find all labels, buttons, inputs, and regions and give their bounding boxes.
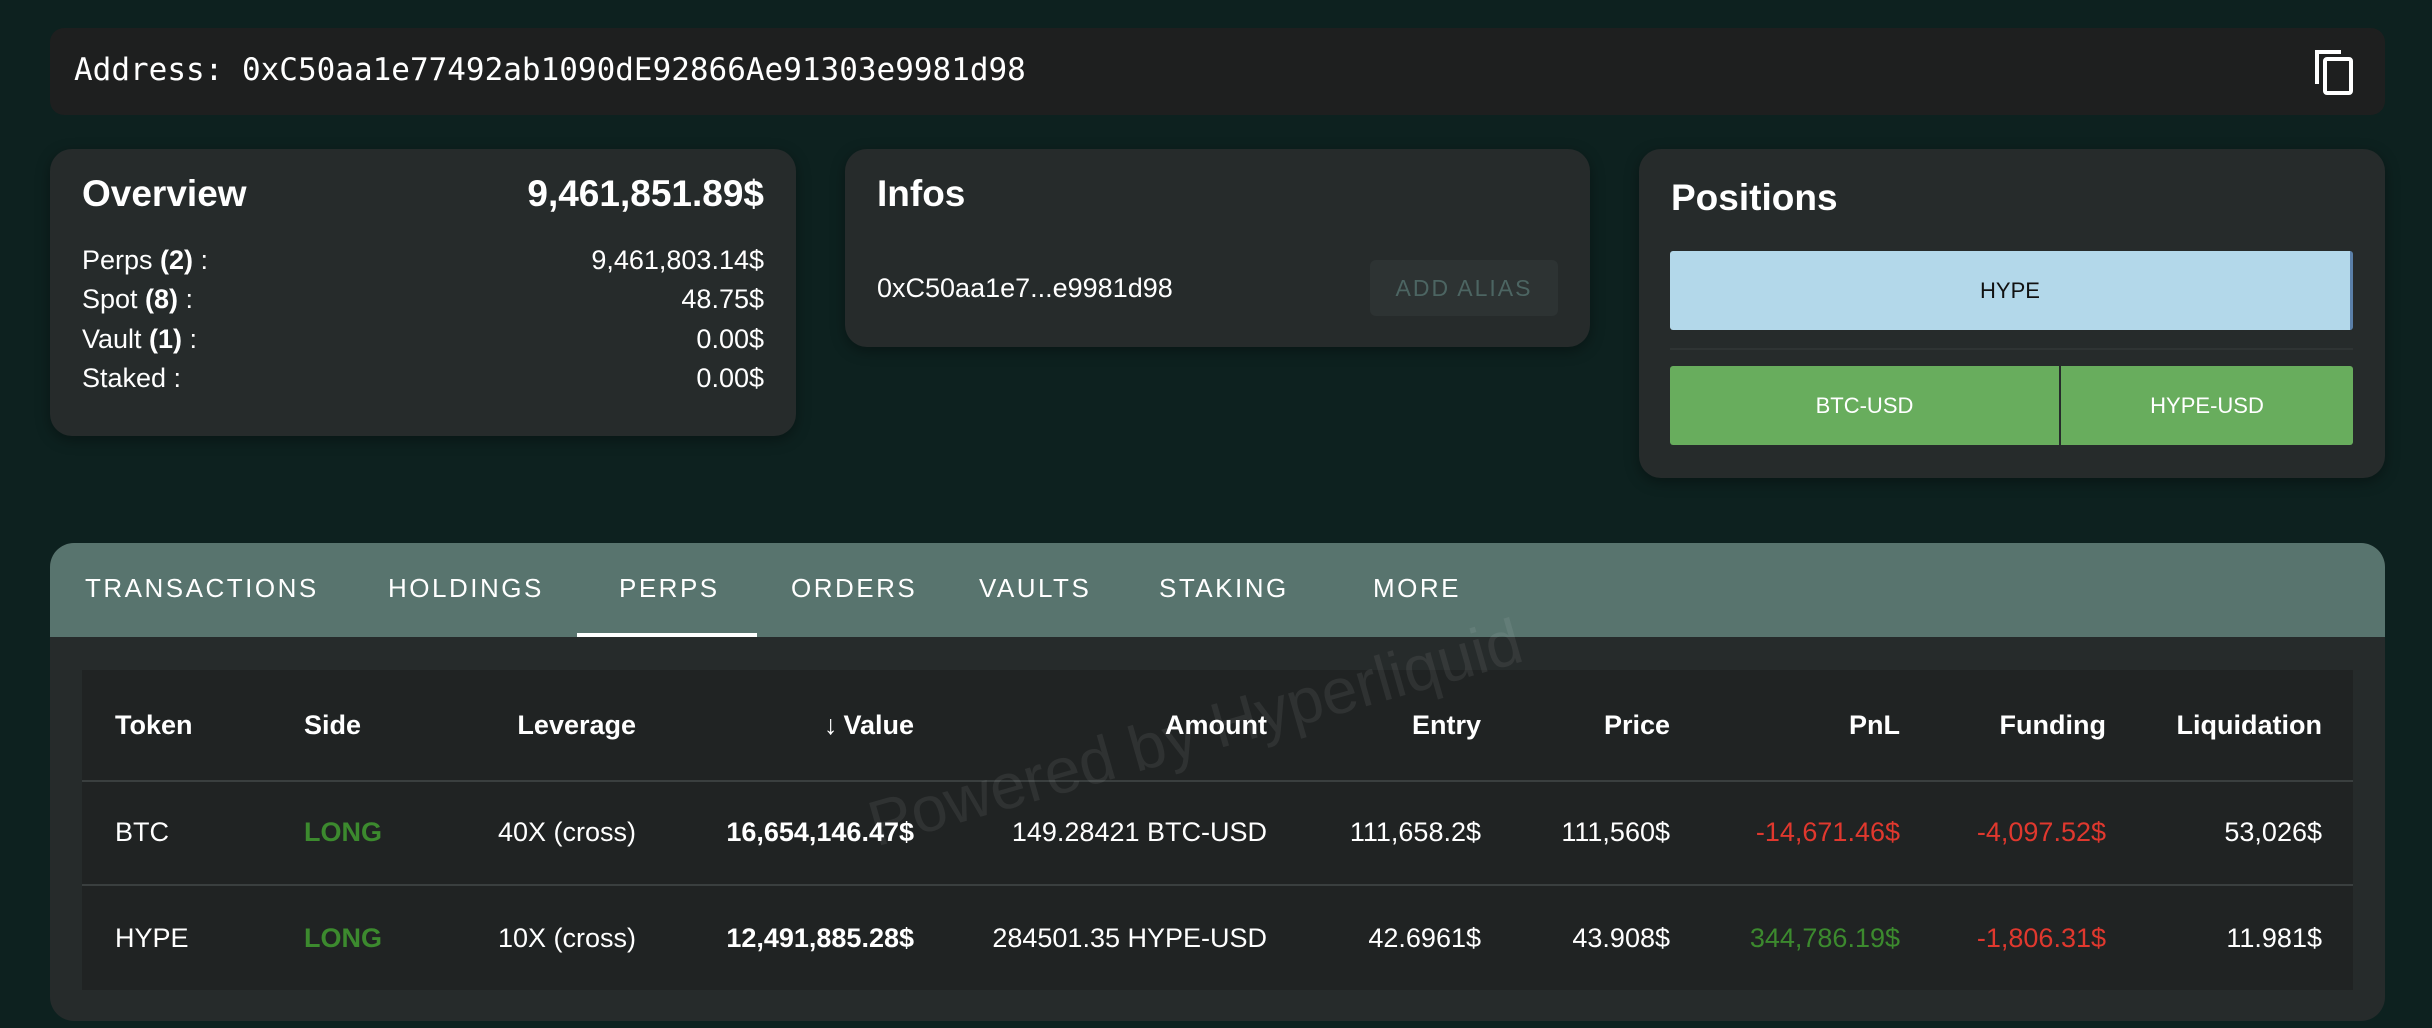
cell-amount: 149.28421 BTC-USD [1011, 816, 1267, 847]
tab-transactions[interactable]: TRANSACTIONS [85, 573, 319, 603]
cell-side: LONG [304, 922, 382, 953]
cell-pnl: -14,671.46$ [1755, 816, 1900, 847]
row-suffix: : [182, 324, 198, 354]
tab-more[interactable]: MORE [1373, 573, 1461, 603]
row-value: 9,461,803.14$ [591, 245, 764, 275]
cell-value: 12,491,885.28$ [726, 922, 914, 953]
cell-token: HYPE [115, 922, 189, 953]
positions-title: Positions [1671, 177, 1838, 218]
overview-row-vault: Vault (1) : 0.00$ [82, 324, 764, 362]
position-token-hype[interactable]: HYPE [1670, 251, 2353, 330]
perps-table: Token Side Leverage ↓ Value Amount Entry … [82, 670, 2353, 990]
tab-vaults[interactable]: VAULTS [979, 573, 1092, 603]
row-value: 0.00$ [696, 363, 764, 393]
cell-liquidation: 53,026$ [2224, 816, 2322, 847]
cell-entry: 42.6961$ [1368, 922, 1481, 953]
cell-token: BTC [115, 816, 169, 847]
header-value[interactable]: ↓ Value [636, 710, 914, 741]
header-value-label: Value [843, 709, 914, 740]
overview-row-staked: Staked : 0.00$ [82, 363, 764, 401]
tab-perps[interactable]: PERPS [619, 573, 720, 603]
row-count: (8) [145, 284, 179, 314]
cell-pnl: 344,786.19$ [1749, 922, 1900, 953]
row-count: (1) [149, 324, 183, 354]
cell-side: LONG [304, 816, 382, 847]
row-suffix: : [193, 245, 209, 275]
position-market-hype-usd[interactable]: HYPE-USD [2061, 366, 2353, 445]
row-count: (2) [160, 245, 194, 275]
overview-row-perps: Perps (2) : 9,461,803.14$ [82, 245, 764, 283]
header-token[interactable]: Token [115, 709, 193, 740]
row-value: 48.75$ [681, 284, 764, 314]
cell-liquidation: 11.981$ [2226, 922, 2322, 953]
header-price[interactable]: Price [1603, 709, 1670, 740]
cell-funding: -4,097.52$ [1976, 816, 2106, 847]
header-side[interactable]: Side [304, 709, 362, 740]
cell-funding: -1,806.31$ [1976, 922, 2106, 953]
address-text: Address: 0xC50aa1e77492ab1090dE92866Ae91… [74, 52, 1026, 88]
row-value: 0.00$ [696, 324, 764, 354]
cell-value: 16,654,146.47$ [726, 816, 914, 847]
infos-title: Infos [877, 173, 966, 214]
tabs-panel: TRANSACTIONS HOLDINGS PERPS ORDERS VAULT… [50, 543, 2385, 1021]
overview-row-spot: Spot (8) : 48.75$ [82, 284, 764, 322]
header-entry[interactable]: Entry [1411, 709, 1481, 740]
tab-staking[interactable]: STAKING [1159, 573, 1289, 603]
row-label: Spot [82, 284, 146, 314]
table-row[interactable]: HYPE LONG 10X (cross) 12,491,885.28$ 284… [82, 886, 2353, 990]
cell-leverage: 10X (cross) [497, 922, 636, 953]
address-bar: Address: 0xC50aa1e77492ab1090dE92866Ae91… [50, 28, 2385, 115]
cell-amount: 284501.35 HYPE-USD [992, 922, 1267, 953]
cell-entry: 111,658.2$ [1349, 816, 1481, 847]
active-tab-indicator [577, 633, 757, 637]
short-address: 0xC50aa1e7...e9981d98 [877, 273, 1173, 303]
overview-title: Overview [82, 173, 247, 214]
row-label: Perps [82, 245, 161, 275]
header-liquidation[interactable]: Liquidation [2176, 709, 2322, 740]
cell-leverage: 40X (cross) [497, 816, 636, 847]
tab-orders[interactable]: ORDERS [791, 573, 918, 603]
add-alias-button[interactable]: ADD ALIAS [1370, 260, 1558, 316]
cell-price: 43.908$ [1572, 922, 1670, 953]
cell-price: 111,560$ [1561, 816, 1670, 847]
header-amount[interactable]: Amount [1165, 709, 1267, 740]
row-label: Vault [82, 324, 150, 354]
table-row[interactable]: BTC LONG 40X (cross) 16,654,146.47$ 149.… [82, 780, 2353, 886]
positions-card: Positions HYPE BTC-USD HYPE-USD [1639, 149, 2385, 478]
header-funding[interactable]: Funding [1999, 709, 2106, 740]
header-leverage[interactable]: Leverage [517, 709, 636, 740]
tab-holdings[interactable]: HOLDINGS [388, 573, 544, 603]
tab-bar: TRANSACTIONS HOLDINGS PERPS ORDERS VAULT… [50, 543, 2385, 637]
row-label: Staked : [82, 363, 182, 393]
header-pnl[interactable]: PnL [1849, 709, 1900, 740]
table-header: Token Side Leverage ↓ Value Amount Entry … [82, 670, 2353, 782]
copy-icon[interactable] [2313, 48, 2357, 96]
row-suffix: : [178, 284, 194, 314]
divider [1670, 348, 2353, 350]
arrow-down-icon: ↓ [823, 709, 838, 740]
infos-card: Infos 0xC50aa1e7...e9981d98 ADD ALIAS [845, 149, 1590, 347]
overview-total: 9,461,851.89$ [527, 173, 764, 214]
position-market-btc-usd[interactable]: BTC-USD [1670, 366, 2059, 445]
overview-card: Overview 9,461,851.89$ Perps (2) : 9,461… [50, 149, 796, 436]
